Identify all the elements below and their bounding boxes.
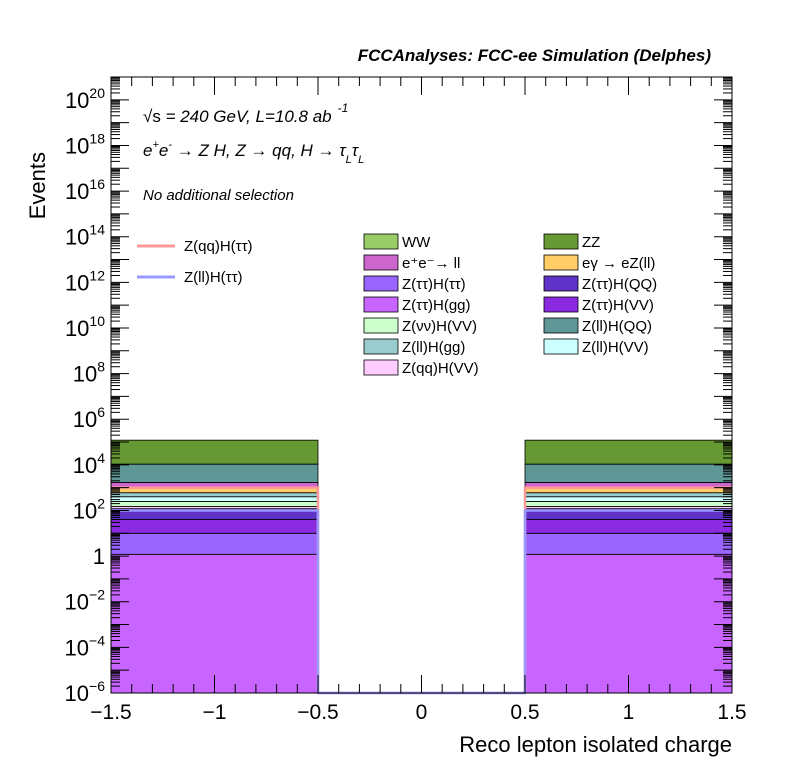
bar-z-ll-h-gg-bin0 bbox=[110, 492, 319, 498]
y-tick-label: 1012 bbox=[65, 267, 105, 295]
y-tick-label: 10−6 bbox=[65, 678, 106, 706]
legend-swatch-z-ll-h-vv bbox=[543, 338, 579, 355]
legend: Z(qq)H(ττ) Z(ll)H(ττ) WW e⁺e⁻→ ll Z(ττ)H(ττ)… bbox=[137, 233, 657, 377]
legend-swatch-e-e-ll bbox=[363, 254, 399, 271]
bar-z-ll-h-vv-bin0 bbox=[110, 496, 319, 502]
legend-label: ZZ bbox=[582, 234, 600, 251]
legend-swatch-ww bbox=[363, 233, 399, 250]
legend-label: Z(ll)H(gg) bbox=[402, 339, 465, 356]
process-annotation: e+e- → Z H, Z → qq, H → τLτL bbox=[143, 139, 364, 166]
y-tick-label: 104 bbox=[73, 450, 105, 478]
y-tick-label: 1014 bbox=[65, 222, 105, 250]
bar-z-h-gg-bin2 bbox=[524, 553, 733, 694]
bar-z-h-bin0 bbox=[110, 532, 319, 555]
legend-label: Z(ττ)H(ττ) bbox=[402, 276, 466, 293]
x-axis-label: Reco lepton isolated charge bbox=[459, 732, 732, 757]
chart-title: FCCAnalyses: FCC-ee Simulation (Delphes) bbox=[358, 46, 712, 65]
y-tick-label: 1016 bbox=[65, 176, 105, 204]
y-tick-label: 1 bbox=[93, 544, 105, 569]
bar-z-h-vv-bin0 bbox=[110, 501, 319, 507]
y-tick-label: 1010 bbox=[65, 313, 105, 341]
bar-zz-bin2 bbox=[524, 439, 733, 465]
legend-swatch-z-h-gg bbox=[363, 296, 399, 313]
legend-swatch-z-ll-h-qq bbox=[543, 317, 579, 334]
legend-label: Z(ll)H(VV) bbox=[582, 339, 649, 356]
y-axis-label: Events bbox=[25, 152, 50, 219]
y-axis-ticks: 10−6 10−4 10−2 1 102 104 106 108 1010 1012 1014 101… bbox=[65, 76, 732, 706]
y-tick-label: 10−4 bbox=[65, 632, 106, 660]
legend-label: Z(ττ)H(gg) bbox=[402, 297, 471, 314]
legend-label: Z(ll)H(ττ) bbox=[184, 269, 243, 286]
legend-label: Z(ττ)H(VV) bbox=[582, 297, 654, 314]
bar-z-ll-h-qq-bin0 bbox=[110, 463, 319, 483]
bar-z-h-gg-bin0 bbox=[110, 553, 319, 694]
x-tick-label: 0 bbox=[416, 701, 428, 724]
y-tick-label: 108 bbox=[73, 359, 105, 387]
x-tick-label: 0.5 bbox=[510, 701, 539, 724]
legend-label: eγ → eZ(ll) bbox=[582, 255, 655, 272]
legend-swatch-z-h-vv bbox=[543, 296, 579, 313]
y-tick-label: 1018 bbox=[65, 130, 105, 158]
legend-label: WW bbox=[402, 234, 431, 251]
x-tick-label: −1.5 bbox=[90, 701, 131, 724]
legend-swatch-z-h-vv bbox=[363, 317, 399, 334]
x-tick-label: 1.5 bbox=[717, 701, 746, 724]
y-tick-label: 1020 bbox=[65, 85, 105, 113]
y-tick-label: 106 bbox=[73, 404, 105, 432]
bar-z-h-vv-bin2 bbox=[524, 501, 733, 507]
legend-label: Z(νν)H(VV) bbox=[402, 318, 477, 335]
bar-z-ll-h-gg-bin2 bbox=[524, 492, 733, 498]
x-axis-ticks: −1.5 −1 −0.5 0 0.5 1 1.5 bbox=[90, 77, 747, 724]
y-tick-label: 102 bbox=[73, 495, 105, 523]
bar-z-h-bin2 bbox=[524, 532, 733, 555]
x-tick-label: 1 bbox=[623, 701, 635, 724]
legend-label: Z(ll)H(QQ) bbox=[582, 318, 652, 335]
x-tick-label: −0.5 bbox=[297, 701, 338, 724]
bar-zz-bin0 bbox=[110, 439, 319, 465]
legend-label: Z(qq)H(ττ) bbox=[184, 238, 253, 255]
energy-annotation: √s = 240 GeV, L=10.8 ab -1 bbox=[143, 101, 348, 126]
annotations: √s = 240 GeV, L=10.8 ab -1 e+e- → Z H, Z →… bbox=[143, 101, 364, 204]
x-tick-label: −1 bbox=[203, 701, 227, 724]
legend-label: e⁺e⁻→ ll bbox=[402, 255, 460, 272]
selection-annotation: No additional selection bbox=[143, 187, 294, 204]
legend-swatch-z-h bbox=[363, 275, 399, 292]
bar-z-h-vv-bin0 bbox=[110, 519, 319, 534]
legend-swatch-zz bbox=[543, 233, 579, 250]
legend-swatch-z-qq-h-vv bbox=[363, 359, 399, 376]
legend-label: Z(ττ)H(QQ) bbox=[582, 276, 657, 293]
bar-z-ll-h-qq-bin2 bbox=[524, 463, 733, 483]
bar-z-ll-h-vv-bin2 bbox=[524, 496, 733, 502]
legend-swatch-z-h-qq bbox=[543, 275, 579, 292]
legend-label: Z(qq)H(VV) bbox=[402, 360, 479, 377]
bar-z-h-vv-bin2 bbox=[524, 519, 733, 534]
legend-swatch-e-ez-ll bbox=[543, 254, 579, 271]
legend-swatch-z-ll-h-gg bbox=[363, 338, 399, 355]
y-tick-label: 10−2 bbox=[65, 587, 106, 615]
